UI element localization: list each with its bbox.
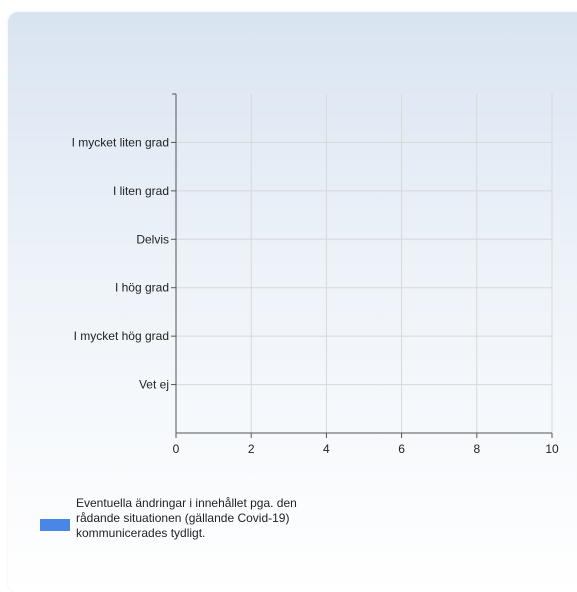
y-tick-label: Vet ej	[139, 378, 169, 392]
y-tick-label: I mycket liten grad	[72, 135, 169, 149]
legend: Eventuella ändringar i innehållet pga. d…	[40, 496, 326, 541]
y-tick-label: Delvis	[136, 232, 169, 246]
y-tick-label: I hög grad	[115, 281, 169, 295]
x-tick-label: 4	[323, 442, 330, 456]
legend-label: Eventuella ändringar i innehållet pga. d…	[76, 496, 297, 540]
legend-swatch	[40, 518, 70, 531]
chart-panel	[8, 12, 577, 592]
x-tick-label: 2	[248, 442, 255, 456]
y-tick-label: I liten grad	[113, 184, 169, 198]
bar-chart: I mycket liten grad I liten grad Delvis I h…	[72, 93, 559, 456]
x-tick-label: 10	[545, 442, 559, 456]
x-tick-label: 6	[398, 442, 405, 456]
y-tick-label: I mycket hög grad	[74, 329, 169, 343]
x-tick-label: 8	[473, 442, 480, 456]
x-tick-label: 0	[173, 442, 180, 456]
